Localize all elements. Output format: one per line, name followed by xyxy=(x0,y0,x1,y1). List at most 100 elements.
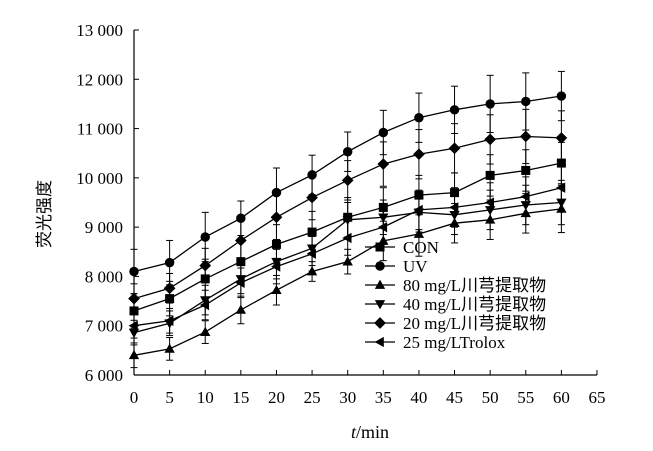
data-point xyxy=(341,174,354,187)
y-tick-label: 12 000 xyxy=(76,70,123,89)
legend-label: CON xyxy=(403,238,439,257)
x-tick-label: 15 xyxy=(232,388,249,407)
data-point xyxy=(448,142,461,155)
x-tick-label: 20 xyxy=(268,388,285,407)
legend-marker xyxy=(375,242,385,252)
data-point xyxy=(484,197,494,208)
data-point xyxy=(414,113,424,123)
data-point xyxy=(520,191,530,202)
legend-label: 20 mg/L川芎提取物 xyxy=(403,314,546,333)
legend-marker xyxy=(374,317,386,329)
data-point xyxy=(270,211,283,224)
y-tick-label: 13 000 xyxy=(76,21,123,40)
legend-marker xyxy=(374,300,386,310)
data-point xyxy=(306,191,318,204)
data-point xyxy=(236,213,246,223)
data-point xyxy=(484,214,496,224)
data-point xyxy=(521,165,531,175)
data-point xyxy=(271,257,282,268)
data-point xyxy=(485,170,495,180)
data-point xyxy=(200,274,210,284)
x-tick-label: 45 xyxy=(446,388,463,407)
legend-item: CON xyxy=(365,238,439,257)
legend-item: 80 mg/L川芎提取物 xyxy=(365,276,546,295)
x-tick-label: 50 xyxy=(482,388,499,407)
axes: 0 5 10 15 20 25 30 35 40 45 50 55 60 65 6 000 7 000 8 00… xyxy=(76,21,605,407)
data-point xyxy=(378,202,388,212)
legend-marker xyxy=(374,336,384,348)
data-point xyxy=(342,147,353,157)
x-tick-label: 55 xyxy=(517,388,534,407)
data-point xyxy=(413,148,425,161)
x-tick-label: 35 xyxy=(375,388,392,407)
x-tick-label: 60 xyxy=(553,388,570,407)
data-point xyxy=(413,204,423,216)
legend-marker xyxy=(375,261,385,271)
x-tick-label: 0 xyxy=(130,388,139,407)
data-point xyxy=(485,99,495,109)
data-point xyxy=(378,213,389,223)
legend-item: 25 mg/LTrolox xyxy=(365,333,506,352)
data-point xyxy=(271,187,282,198)
data-point xyxy=(377,158,390,170)
legend-marker xyxy=(374,279,386,289)
data-point xyxy=(520,201,531,211)
data-point xyxy=(307,170,317,180)
data-point xyxy=(519,130,532,143)
data-point xyxy=(200,326,211,336)
y-tick-label: 8 000 xyxy=(85,267,123,286)
x-tick-label: 10 xyxy=(197,388,214,407)
data-point xyxy=(199,299,210,311)
data-point xyxy=(235,275,247,285)
data-point xyxy=(449,202,459,213)
data-point xyxy=(484,206,496,216)
x-axis-label: t/min xyxy=(351,422,389,442)
data-point xyxy=(378,127,389,138)
x-tick-label: 25 xyxy=(304,388,321,407)
data-point xyxy=(556,198,567,208)
data-point xyxy=(342,232,352,244)
legend-item: 20 mg/L川芎提取物 xyxy=(365,314,546,333)
data-point xyxy=(450,188,460,198)
data-point xyxy=(520,207,531,218)
x-axis-label-unit: /min xyxy=(356,422,389,442)
data-point xyxy=(235,304,247,314)
legend-label: 40 mg/L川芎提取物 xyxy=(403,295,546,314)
data-point xyxy=(556,203,567,213)
data-point xyxy=(200,296,211,306)
data-point xyxy=(307,227,317,237)
data-point xyxy=(164,257,175,268)
data-point xyxy=(271,284,282,295)
data-point xyxy=(306,244,318,254)
data-point xyxy=(449,210,460,221)
data-point xyxy=(342,256,353,266)
data-point xyxy=(165,294,175,304)
x-axis-label-variable: t xyxy=(351,422,357,442)
data-point xyxy=(555,182,566,193)
y-tick-label: 9 000 xyxy=(85,218,123,237)
data-point xyxy=(234,234,247,247)
data-point xyxy=(200,232,210,242)
y-axis-label: 荧光强度 xyxy=(35,180,55,248)
data-point xyxy=(377,221,388,233)
legend-label: UV xyxy=(403,257,428,276)
legend-label: 80 mg/L川芎提取物 xyxy=(403,276,546,295)
data-point xyxy=(306,248,316,259)
data-point xyxy=(306,266,318,276)
data-point xyxy=(556,91,567,101)
data-point xyxy=(164,315,174,326)
data-point xyxy=(236,257,246,267)
data-point xyxy=(271,239,281,249)
data-point xyxy=(128,320,138,331)
series-markers xyxy=(128,91,568,360)
data-point xyxy=(449,217,460,228)
data-point xyxy=(484,133,497,146)
data-point xyxy=(271,261,281,272)
y-tick-label: 10 000 xyxy=(76,169,123,188)
data-point xyxy=(378,235,389,245)
y-tick-label: 6 000 xyxy=(85,366,123,385)
data-point xyxy=(556,158,566,168)
legend-item: 40 mg/L川芎提取物 xyxy=(365,295,546,314)
